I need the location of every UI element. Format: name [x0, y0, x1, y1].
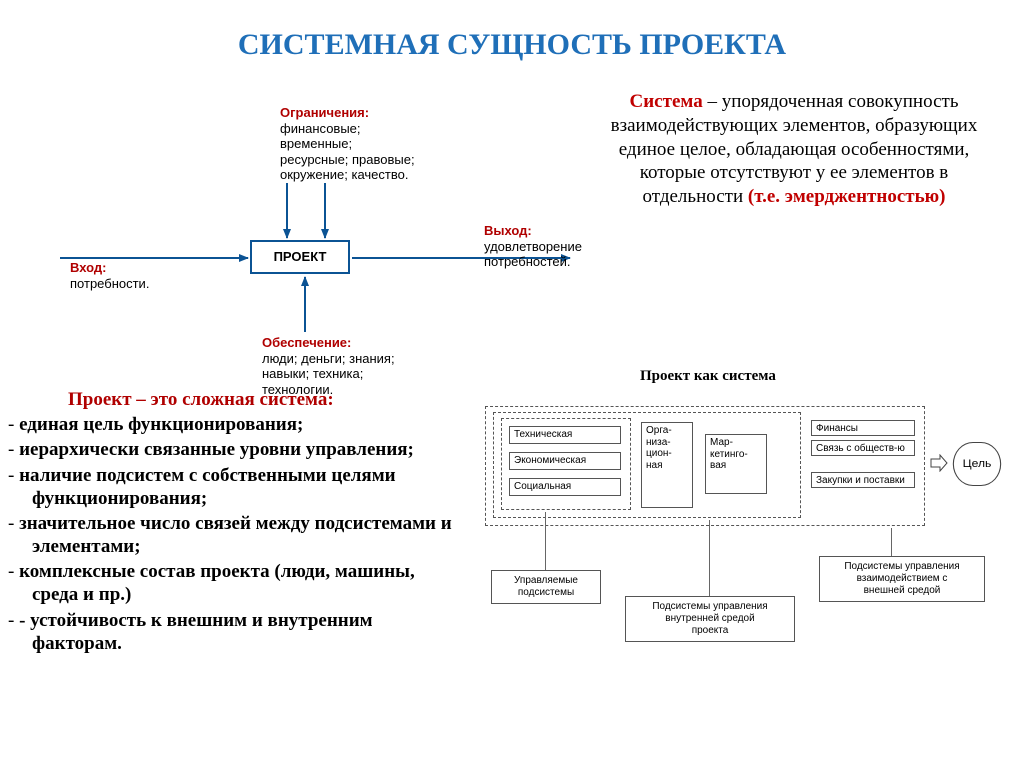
tag-managed: Управляемые подсистемы [491, 570, 601, 604]
arrow-input [60, 257, 248, 259]
list-item: значительное число связей между подсисте… [4, 512, 460, 560]
mid-cell: Мар- кетинго- вая [705, 434, 767, 494]
flow-input-label: Вход: потребности. [70, 260, 149, 291]
definition-term: Система [630, 91, 703, 112]
page-title: СИСТЕМНАЯ СУЩНОСТЬ ПРОЕКТА [0, 0, 1024, 62]
list-item: наличие подсистем с собственными целями … [4, 464, 460, 512]
flow-output-text: удовлетворение потребностей. [484, 239, 582, 270]
inner-cell: Экономическая [509, 452, 621, 470]
arrow-constraints-1 [286, 183, 288, 238]
list-item: - устойчивость к внешним и внутренним фа… [4, 609, 460, 657]
flow-output-label: Выход: удовлетворение потребностей. [484, 223, 582, 270]
list-title: Проект – это сложная система: [0, 388, 460, 413]
flow-input-head: Вход: [70, 260, 106, 275]
flow-center-box: ПРОЕКТ [250, 240, 350, 274]
flow-constraints-label: Ограничения: финансовые; временные; ресу… [280, 105, 470, 183]
list-items: единая цель функционирования; иерархичес… [0, 413, 460, 657]
arrow-constraints-2 [324, 183, 326, 238]
flow-support-head: Обеспечение: [262, 335, 351, 350]
list-item: единая цель функционирования; [4, 413, 460, 438]
inner-cell: Социальная [509, 478, 621, 496]
mid-cell: Орга- низа- цион- ная [641, 422, 693, 508]
flow-constraints-head: Ограничения: [280, 105, 369, 120]
flow-constraints-text: финансовые; временные; ресурсные; правов… [280, 121, 415, 183]
flow-input-text: потребности. [70, 276, 149, 291]
tag-external: Подсистемы управления взаимодействием с … [819, 556, 985, 602]
goal-ellipse: Цель [953, 442, 1001, 486]
outer-cell: Закупки и поставки [811, 472, 915, 488]
leader-line [545, 512, 546, 570]
system-diagram-title: Проект как система [640, 368, 776, 385]
arrow-support [304, 277, 306, 332]
project-complex-system-list: Проект – это сложная система: единая цел… [0, 388, 460, 657]
outer-cell: Финансы [811, 420, 915, 436]
arrow-to-goal-icon [930, 454, 948, 472]
outer-cell: Связь с обществ-ю [811, 440, 915, 456]
leader-line [709, 520, 710, 596]
list-item: комплексные состав проекта (люди, машины… [4, 560, 460, 608]
definition-tail: (т.е. эмерджентностью) [748, 186, 946, 207]
system-definition: Система – упорядоченная совокупность вза… [594, 90, 994, 209]
inner-cell: Техническая [509, 426, 621, 444]
tag-internal: Подсистемы управления внутренней средой … [625, 596, 795, 642]
leader-line [891, 528, 892, 556]
list-item: иерархически связанные уровни управления… [4, 438, 460, 463]
flow-diagram: ПРОЕКТ Ограничения: финансовые; временны… [30, 105, 590, 385]
flow-output-head: Выход: [484, 223, 532, 238]
system-diagram: Техническая Экономическая Социальная Орг… [465, 398, 1005, 658]
